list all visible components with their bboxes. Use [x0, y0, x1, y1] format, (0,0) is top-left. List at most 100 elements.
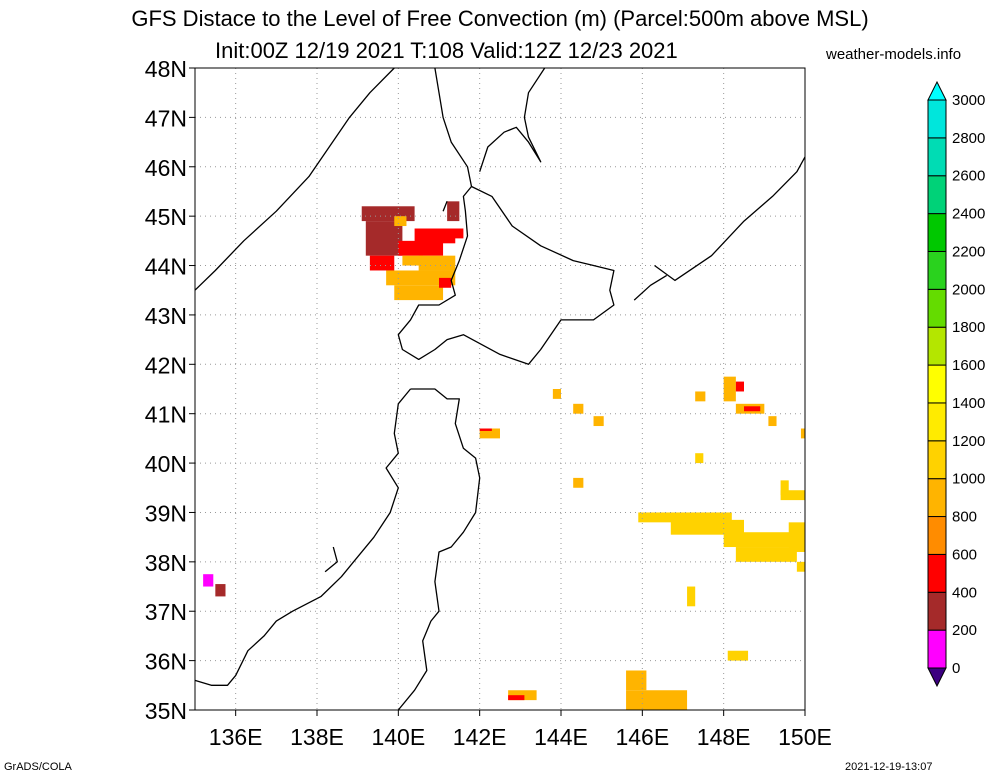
lat-tick-label: 37N: [145, 599, 187, 625]
lon-tick-label: 144E: [534, 724, 588, 750]
field-cell: [744, 406, 761, 412]
coastline: [442, 201, 448, 212]
field-cell: [695, 391, 706, 402]
field-cell: [203, 574, 214, 587]
field-cell: [418, 255, 456, 271]
colorbar-label: 1400: [952, 395, 985, 412]
colorbar-label: 3000: [952, 92, 985, 109]
colorbar-swatch: [927, 288, 947, 328]
lat-tick-label: 36N: [145, 649, 187, 675]
field-cell: [780, 490, 805, 501]
field-cell: [573, 403, 584, 414]
colorbar-label: 2200: [952, 243, 985, 260]
field-cell: [402, 255, 423, 266]
field-cell: [780, 480, 789, 496]
colorbar-extend-min: [927, 667, 947, 688]
lat-tick-label: 39N: [145, 500, 187, 526]
field-cell: [626, 690, 688, 710]
field-cell: [735, 381, 744, 392]
colorbar-swatch: [927, 99, 947, 139]
lfc-field-layer: [203, 201, 805, 710]
colorbar-swatch: [927, 213, 947, 252]
map-frame: [194, 67, 806, 711]
software-credit: GrADS/COLA: [4, 761, 72, 773]
colorbar-swatch: [927, 175, 947, 215]
field-cell: [735, 547, 797, 562]
generated-timestamp: 2021-12-19-13:07: [845, 761, 933, 773]
coastline: [194, 388, 412, 686]
lon-tick-label: 138E: [290, 724, 344, 750]
lon-tick-label: 142E: [453, 724, 507, 750]
lat-tick-label: 47N: [145, 105, 187, 131]
gridlines: [195, 67, 806, 711]
coastline: [324, 546, 338, 573]
field-cell: [361, 206, 415, 222]
coastline-layer: [194, 67, 806, 711]
lat-tick-label: 45N: [145, 204, 187, 230]
colorbar: 0 200 400 600 800 1000 1200 1400 1600 1800 2000 220…: [927, 80, 985, 688]
field-cell: [573, 477, 584, 488]
field-cell: [479, 428, 500, 439]
field-cell: [439, 277, 452, 288]
coastline: [633, 274, 668, 301]
lon-tick-label: 146E: [615, 724, 669, 750]
colorbar-label: 2000: [952, 281, 985, 298]
field-cell: [479, 428, 492, 431]
colorbar-label: 800: [952, 509, 977, 526]
colorbar-swatch: [927, 326, 947, 366]
coastline: [654, 156, 806, 282]
colorbar-swatch: [927, 516, 947, 555]
field-cell: [768, 416, 777, 427]
coastline: [479, 67, 546, 172]
colorbar-swatch: [927, 629, 947, 669]
field-cell: [394, 285, 444, 301]
field-cell: [593, 416, 604, 427]
colorbar-swatch: [927, 402, 947, 442]
lat-tick-label: 41N: [145, 402, 187, 428]
lon-tick-label: 148E: [697, 724, 751, 750]
colorbar-label: 600: [952, 546, 977, 563]
field-cell: [508, 695, 525, 701]
colorbar-swatch: [927, 137, 947, 177]
colorbar-swatch: [927, 553, 947, 593]
colorbar-label: 2400: [952, 206, 985, 223]
map-title: GFS Distace to the Level of Free Convect…: [131, 6, 869, 31]
lat-tick-label: 43N: [145, 303, 187, 329]
colorbar-extend-max: [927, 80, 947, 101]
lat-tick-label: 46N: [145, 155, 187, 181]
colorbar-label: 1800: [952, 319, 985, 336]
lon-tick-label: 150E: [778, 724, 832, 750]
field-cell: [414, 228, 456, 244]
colorbar-label: 400: [952, 584, 977, 601]
field-cell: [687, 586, 696, 607]
field-cell: [626, 670, 647, 691]
lat-tick-label: 38N: [145, 550, 187, 576]
field-cell: [508, 690, 537, 701]
field-cell: [386, 270, 456, 286]
field-cell: [638, 512, 732, 523]
field-cell: [723, 376, 736, 402]
colorbar-swatch: [927, 250, 947, 290]
field-cell: [723, 532, 805, 548]
lon-tick-label: 136E: [209, 724, 263, 750]
colorbar-label: 200: [952, 622, 977, 639]
coastline: [194, 67, 395, 291]
colorbar-label: 2800: [952, 130, 985, 147]
field-cell: [670, 519, 744, 535]
colorbar-label: 2600: [952, 168, 985, 185]
field-cell: [695, 453, 704, 464]
coastline: [397, 185, 615, 365]
colorbar-swatch: [927, 478, 947, 518]
colorbar-swatch: [927, 364, 947, 404]
field-cell: [788, 522, 805, 552]
field-cell: [796, 561, 805, 572]
colorbar-label: 1200: [952, 433, 985, 450]
field-cell: [365, 221, 403, 256]
colorbar-label: 1600: [952, 357, 985, 374]
lat-tick-label: 35N: [145, 698, 187, 724]
lat-tick-label: 44N: [145, 254, 187, 280]
lat-tick-label: 40N: [145, 451, 187, 477]
field-cell: [215, 584, 226, 597]
colorbar-label: 0: [952, 660, 960, 677]
